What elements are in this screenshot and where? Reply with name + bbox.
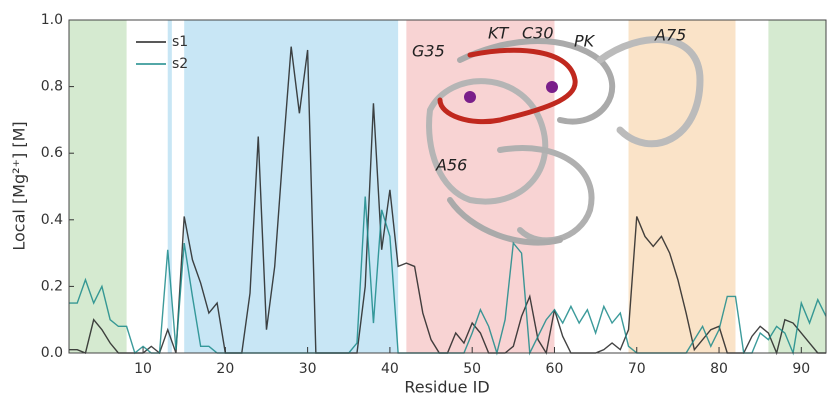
y-tick-label: 0.4: [41, 212, 63, 228]
annotation: PK: [574, 32, 596, 51]
x-tick-label: 40: [381, 361, 399, 377]
structure-inset: [426, 36, 704, 246]
plot-frame: [68, 19, 827, 354]
shaded-region: [184, 20, 399, 353]
annotation: KT: [488, 24, 509, 43]
shaded-region: [768, 20, 826, 353]
y-tick-label: 0.6: [41, 145, 63, 161]
y-tick-label: 0.0: [41, 345, 63, 361]
annotation: G35: [412, 42, 445, 61]
annotation: A75: [654, 26, 686, 45]
x-tick-label: 30: [299, 361, 317, 377]
x-tick-label: 50: [463, 361, 481, 377]
x-tick-label: 20: [216, 361, 234, 377]
annotation: A56: [435, 156, 467, 175]
x-tick-label: 70: [628, 361, 646, 377]
legend-label: s2: [172, 56, 188, 72]
x-tick-label: 60: [546, 361, 564, 377]
x-tick-label: 10: [134, 361, 152, 377]
annotation: C30: [522, 24, 554, 43]
x-tick-label: 80: [710, 361, 728, 377]
x-tick-label: 90: [792, 361, 810, 377]
y-axis-label: Local [Mg²⁺] [M]: [10, 121, 29, 250]
legend-label: s1: [172, 34, 188, 50]
x-axis-label: Residue ID: [404, 378, 489, 397]
y-tick-label: 0.8: [41, 79, 63, 95]
y-tick-label: 1.0: [41, 12, 63, 28]
y-tick-label: 0.2: [41, 278, 63, 294]
shaded-region: [628, 20, 736, 353]
shaded-region: [167, 20, 172, 353]
shaded-region: [406, 20, 555, 353]
